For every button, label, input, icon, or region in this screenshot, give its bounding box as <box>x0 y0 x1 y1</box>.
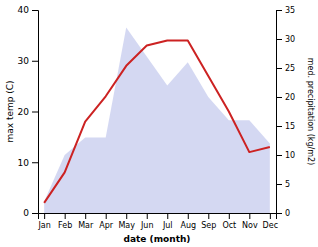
tick-label: Dec <box>263 221 278 230</box>
tick-mark <box>85 213 86 219</box>
chart: Jan Feb Mar Apr May Jun Jul Aug Sep Oct Nov Dec 0 10 2… <box>0 0 318 247</box>
tick-label: 20 <box>285 93 295 102</box>
tick: May <box>118 213 135 230</box>
marks <box>44 27 270 213</box>
tick: 20 <box>276 93 295 102</box>
tick-label: Mar <box>78 221 94 230</box>
plot: Jan Feb Mar Apr May Jun Jul Aug Sep Oct Nov Dec 0 10 2… <box>18 5 296 229</box>
tick: 5 <box>276 180 290 189</box>
tick: Jul <box>162 213 173 230</box>
tick-mark <box>276 97 282 98</box>
tick-label: 30 <box>285 35 295 44</box>
tick-mark <box>249 213 250 219</box>
tick-label: Jul <box>162 221 173 230</box>
y2-axis-title: med. precipitation (kg/m2) <box>306 58 315 165</box>
tick-label: Nov <box>242 221 258 230</box>
tick: 20 <box>18 107 38 117</box>
tick-label: 35 <box>285 6 295 15</box>
tick-mark <box>65 213 66 219</box>
tick: Feb <box>58 213 72 230</box>
y-axis: 0 10 20 30 40 <box>18 5 39 218</box>
tick-mark <box>229 213 230 219</box>
tick-mark <box>276 155 282 156</box>
tick-label: May <box>118 221 135 230</box>
axis-line <box>39 214 277 220</box>
line <box>44 40 270 202</box>
tick: 30 <box>18 56 38 66</box>
area <box>44 27 270 213</box>
tick-mark <box>32 162 38 163</box>
tick: 0 <box>23 208 38 218</box>
tick-label: Feb <box>58 221 72 230</box>
tick-label: 10 <box>285 151 295 160</box>
tick-mark <box>276 68 282 69</box>
tick: Dec <box>263 213 278 230</box>
tick-label: 15 <box>285 122 295 131</box>
tick: 10 <box>276 151 295 160</box>
tick-mark <box>106 213 107 219</box>
tick: Oct <box>222 213 236 230</box>
tick-mark <box>147 213 148 219</box>
tick-mark <box>276 10 282 11</box>
tick-label: 25 <box>285 64 295 73</box>
tick-mark <box>270 213 271 219</box>
tick-mark <box>208 213 209 219</box>
tick-label: Sep <box>201 221 216 230</box>
tick-label: Jan <box>37 221 50 230</box>
tick-mark <box>32 10 38 11</box>
tick-label: 0 <box>23 208 29 218</box>
x-axis: Jan Feb Mar Apr May Jun Jul Aug Sep Oct Nov Dec <box>37 213 278 230</box>
tick: 25 <box>276 64 295 73</box>
tick-mark <box>32 112 38 113</box>
tick: 35 <box>276 6 295 15</box>
tick-mark <box>276 213 282 214</box>
tick: 10 <box>18 158 38 168</box>
tick-mark <box>32 213 38 214</box>
tick-mark <box>126 213 127 219</box>
tick-label: 0 <box>285 209 290 218</box>
tick: Apr <box>99 213 114 230</box>
y2-axis: 0 5 10 15 20 25 30 35 <box>276 6 295 218</box>
tick: Aug <box>180 213 196 230</box>
tick: 30 <box>276 35 295 44</box>
tick-mark <box>44 213 45 219</box>
tick: Mar <box>78 213 94 230</box>
tick: Sep <box>201 213 216 230</box>
axis-line <box>277 11 283 214</box>
tick-mark <box>32 61 38 62</box>
tick: Nov <box>242 213 258 230</box>
tick-label: 5 <box>285 180 290 189</box>
tick: 40 <box>18 5 38 15</box>
tick-label: 40 <box>18 5 30 15</box>
tick-mark <box>167 213 168 219</box>
tick: 0 <box>276 209 290 218</box>
tick-mark <box>188 213 189 219</box>
y-axis-title: max temp (C) <box>5 80 15 142</box>
tick: Jan <box>37 213 50 230</box>
tick-label: Apr <box>99 221 114 230</box>
tick-label: Oct <box>222 221 236 230</box>
tick-mark <box>276 126 282 127</box>
x-axis-title: date (month) <box>124 234 191 244</box>
tick-label: Aug <box>180 221 196 230</box>
tick: Jun <box>140 213 154 230</box>
tick-label: 30 <box>18 56 30 66</box>
tick-label: Jun <box>140 221 154 230</box>
tick: 15 <box>276 122 295 131</box>
tick-label: 10 <box>18 158 30 168</box>
tick-mark <box>276 184 282 185</box>
tick-mark <box>276 39 282 40</box>
axis-line <box>32 11 39 214</box>
tick-label: 20 <box>18 107 30 117</box>
